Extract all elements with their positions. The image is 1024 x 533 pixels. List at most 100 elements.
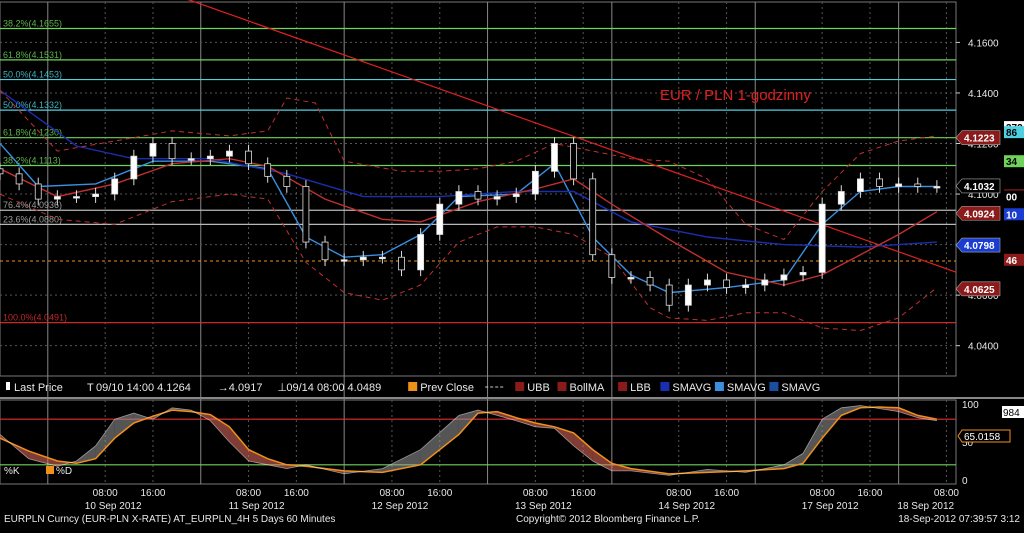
candle: [723, 273, 730, 294]
edge-tag-label: 10: [1006, 210, 1018, 221]
legend-label: LBB: [630, 382, 651, 394]
candle: [321, 235, 329, 267]
candle: [245, 144, 252, 171]
x-date-label: 17 Sep 2012: [802, 501, 859, 512]
legend-item: SMAVG: [769, 382, 820, 394]
x-date-label: 12 Sep 2012: [372, 501, 429, 512]
candle: [226, 144, 233, 163]
stochastic-y-tick: 50: [962, 438, 974, 449]
chart-title: EUR / PLN 1-godzinny: [660, 87, 811, 104]
candle: [398, 250, 405, 277]
candle-body: [226, 150, 233, 157]
candle: [933, 180, 941, 193]
stochastic-legend-k: %K: [4, 466, 20, 477]
legend-label: BollMA: [570, 382, 606, 394]
stochastic-fill: [28, 451, 58, 467]
candle-body: [92, 193, 99, 197]
price-tag-bg: [955, 281, 1001, 297]
stochastic-fill: [573, 432, 593, 461]
legend-label: SMAVG: [672, 382, 711, 394]
candle-body: [646, 277, 654, 286]
candle-body: [723, 279, 730, 288]
candle: [608, 248, 616, 284]
series-line-ubb: [0, 90, 937, 241]
fib-level-label: 23.6%(4.0880): [3, 214, 62, 224]
candle-body: [665, 284, 673, 306]
price-tag-label: 4.0924: [964, 209, 995, 220]
legend-item: → 4.0917: [218, 382, 263, 394]
candle-body: [551, 143, 558, 172]
candle-body: [73, 196, 80, 199]
candle-body: [799, 271, 807, 276]
fib-level-label: 38.2%(4.1113): [3, 155, 61, 165]
candle: [340, 253, 348, 267]
candle: [206, 149, 214, 165]
footer-copyright: Copyright© 2012 Bloomberg Finance L.P.: [516, 514, 700, 525]
price-tag-label: 4.0798: [964, 241, 995, 252]
edge-tag-label: 86: [1006, 128, 1018, 139]
candle: [92, 187, 99, 203]
price-tag: 4.1032: [955, 178, 1001, 194]
candle-body: [398, 256, 405, 271]
legend-item: SMAVG: [660, 382, 711, 394]
x-time-label: 08:00: [934, 488, 959, 499]
x-date-label: 11 Sep 2012: [229, 501, 285, 512]
legend-swatch-icon: [660, 382, 670, 391]
candle-body: [15, 173, 23, 185]
candle-body: [895, 183, 903, 187]
candle: [378, 250, 386, 264]
candle: [570, 137, 577, 186]
edge-tag-label: 46: [1006, 256, 1018, 267]
candle-body: [168, 143, 176, 160]
x-time-label: 16:00: [714, 488, 739, 499]
legend-item: ⊥ 09/14 08:00 4.0489: [277, 382, 381, 394]
stochastic-y-tick: 0: [962, 476, 968, 487]
candle: [876, 172, 883, 193]
x-time-label: 16:00: [427, 488, 452, 499]
price-tag-label: 4.1032: [964, 182, 995, 193]
candle-body: [684, 284, 692, 306]
price-tag-bg: [955, 237, 1001, 253]
price-tag: 4.0798: [955, 237, 1001, 253]
candle: [627, 271, 635, 284]
x-date-label: 13 Sep 2012: [515, 501, 572, 512]
trendline: [187, 0, 957, 273]
stochastic-fill: [229, 426, 249, 461]
stochastic-fill: [248, 449, 268, 465]
candle: [130, 149, 138, 186]
edge-tag-bg: [1004, 190, 1024, 203]
candle: [168, 137, 176, 165]
stochastic-readout: 65.0158: [957, 429, 1011, 443]
candle-body: [742, 284, 750, 288]
price-tag-label: 4.0625: [964, 285, 995, 296]
candle-body: [359, 256, 367, 261]
series-line-smavg: [0, 143, 937, 294]
legend-item: T 09/10 14:00 4.1264: [87, 382, 191, 394]
candle-body: [187, 158, 195, 161]
candle: [455, 185, 463, 211]
legend-item: LBB: [618, 382, 651, 394]
x-time-label: 16:00: [140, 488, 165, 499]
fib-level-label: 50.0%(4.1453): [3, 70, 62, 80]
candle-body: [570, 143, 577, 180]
candle-body: [206, 155, 214, 160]
candle-body: [914, 183, 922, 187]
candle: [512, 187, 520, 203]
candle-body: [0, 168, 4, 175]
stochastic-fill: [382, 449, 421, 473]
edge-price-tag: 86: [1004, 126, 1024, 139]
edge-tag-label: 34: [1006, 157, 1018, 168]
x-date-label: 10 Sep 2012: [85, 501, 142, 512]
candle-body: [283, 175, 291, 187]
candle-body: [264, 163, 272, 177]
candle: [111, 172, 119, 201]
candle: [837, 185, 845, 211]
candle-body: [378, 256, 386, 260]
candle-body: [876, 178, 883, 187]
x-time-label: 16:00: [571, 488, 596, 499]
edge-price-tag: 00: [1004, 190, 1024, 204]
candle-body: [302, 186, 310, 243]
stochastic-fill: [95, 419, 115, 459]
